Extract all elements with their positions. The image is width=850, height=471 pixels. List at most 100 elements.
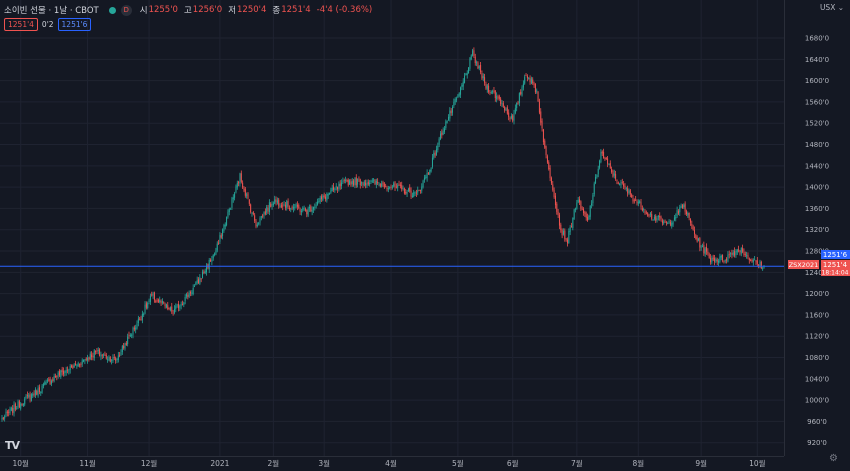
candle-body (480, 64, 482, 73)
candle-body (50, 380, 52, 384)
y-tick-label: 1320'0 (805, 226, 829, 234)
candle-body (529, 78, 531, 83)
candle-body (716, 259, 718, 262)
candle-body (478, 66, 480, 69)
x-tick-label: 2월 (268, 458, 280, 468)
candle-body (435, 149, 437, 155)
candle-body (521, 87, 523, 96)
candle-body (629, 190, 631, 195)
candle-body (748, 258, 750, 261)
candle-body (546, 156, 548, 163)
candle-body (361, 182, 363, 184)
candle-body (550, 177, 552, 184)
candle-body (287, 200, 289, 207)
candle-body (461, 84, 463, 87)
candle-body (508, 112, 510, 117)
currency-selector[interactable]: USX ⌄ (819, 3, 844, 12)
candle-body (667, 222, 669, 224)
candle-body (739, 250, 741, 253)
candle-body (449, 110, 451, 119)
y-tick-label: 1240'0 (805, 269, 829, 277)
candle-body (228, 208, 230, 212)
candle-body (54, 376, 56, 378)
candle-body (581, 208, 583, 210)
candle-body (370, 180, 372, 183)
candle-body (398, 184, 400, 186)
candle-body (619, 184, 621, 185)
candle-body (275, 199, 277, 202)
y-tick-label: 920'0 (807, 439, 827, 447)
candle-body (413, 192, 415, 197)
candle-body (649, 213, 651, 215)
candle-body (369, 182, 371, 185)
candle-body (334, 188, 336, 191)
candle-body (375, 180, 377, 185)
candle-body (341, 182, 343, 186)
candle-body (279, 205, 281, 208)
candle-body (239, 173, 241, 184)
candle-body (596, 174, 598, 178)
candle-body (62, 370, 64, 375)
candle-body (613, 173, 615, 176)
candle-body (262, 215, 264, 217)
candle-body (605, 158, 607, 160)
candle-body (732, 252, 734, 255)
y-tick-label: 1040'0 (805, 375, 829, 383)
tradingview-logo[interactable]: TV (5, 439, 20, 452)
candle-body (663, 221, 665, 224)
candle-body (125, 342, 127, 346)
candle-body (490, 92, 492, 94)
indicator-value-blue[interactable]: 1251'6 (57, 18, 92, 31)
candle-body (746, 255, 748, 256)
candle-body (14, 403, 16, 410)
candle-body (573, 209, 575, 219)
candle-body (5, 411, 7, 416)
candle-body (189, 292, 191, 294)
candle-body (143, 313, 145, 316)
time-axis[interactable]: 10월 11월 12월 2021 2월 3월 4월 5월 6월 7월 8월 9월 10월 (12, 458, 765, 468)
open-value: 1255'0 (148, 5, 178, 15)
candle-body (624, 185, 626, 188)
candle-body (212, 254, 214, 259)
candle-body (6, 411, 8, 413)
candle-body (595, 176, 597, 184)
candle-body (647, 212, 649, 216)
price-axis[interactable]: 920'0 960'0 1000'0 1040'0 1080'0 1120'0 1160'0… (805, 35, 829, 448)
candle-body (660, 216, 662, 220)
candle-body (506, 107, 508, 114)
candle-body (260, 216, 262, 218)
candle-body (532, 79, 534, 84)
candle-body (300, 211, 302, 212)
candle-body (169, 307, 171, 311)
x-tick-label: 6월 (507, 458, 519, 468)
candle-body (141, 313, 143, 321)
symbol-title[interactable]: 소이빈 선물 · 1날 · CBOT (4, 6, 99, 16)
candle-body (99, 349, 101, 356)
candle-body (84, 359, 86, 361)
y-tick-label: 1120'0 (805, 333, 829, 341)
candle-body (562, 230, 564, 235)
candle-body (140, 319, 142, 321)
indicator-value-red[interactable]: 1251'4 (4, 18, 38, 31)
candle-body (591, 203, 593, 206)
candle-body (168, 307, 170, 309)
countdown-tag: 18:14:04 (822, 270, 849, 277)
candle-body (48, 379, 50, 381)
candle-body (53, 376, 55, 381)
x-tick-label: 8월 (633, 458, 645, 468)
candle-body (103, 354, 105, 356)
candle-body (215, 250, 217, 255)
candle-body (68, 370, 70, 372)
candle-body (81, 360, 83, 364)
candle-body (601, 151, 603, 154)
gear-icon[interactable]: ⚙ (829, 453, 838, 464)
candle-body (89, 353, 91, 359)
candle-body (579, 199, 581, 203)
candle-body (482, 76, 484, 78)
candle-body (734, 251, 736, 256)
candle-body (597, 168, 599, 175)
market-badge: D (120, 4, 132, 16)
candle-body (211, 259, 213, 262)
candle-body (238, 182, 240, 184)
